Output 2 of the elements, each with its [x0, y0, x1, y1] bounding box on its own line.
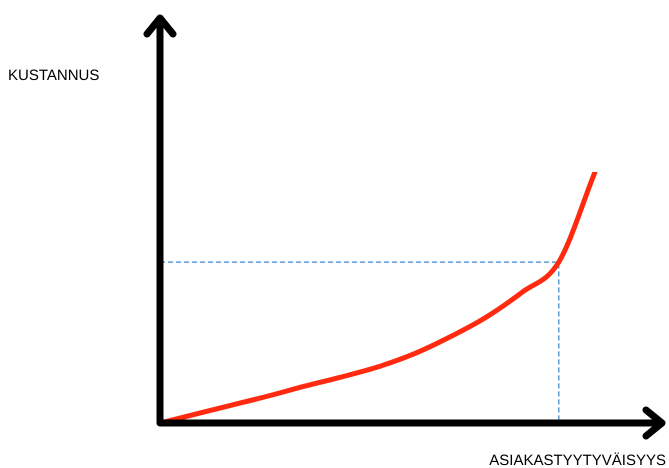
x-axis-title: ASIAKASTYYTYVÄISYYS	[489, 452, 666, 468]
text: KUSTANNUS	[8, 67, 100, 84]
